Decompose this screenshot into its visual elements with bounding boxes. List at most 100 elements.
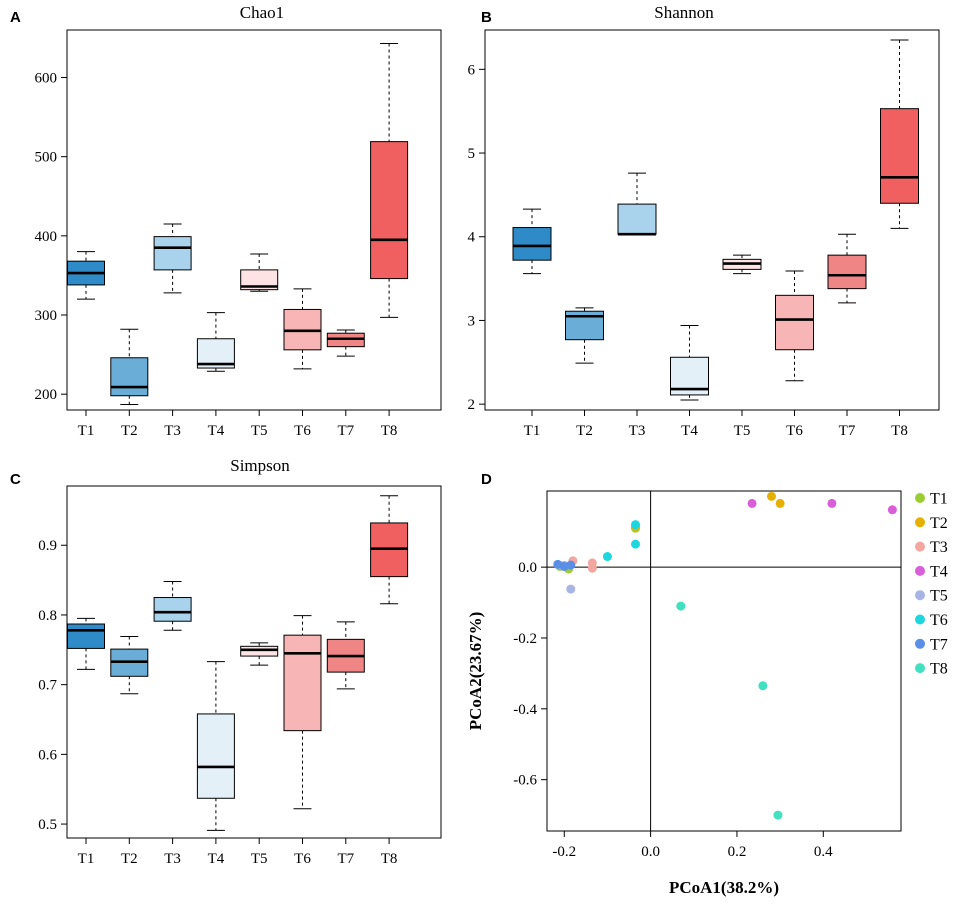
scatter-point: [758, 681, 768, 691]
y-tick-label: 3: [468, 313, 476, 329]
panel-letter-d: D: [481, 471, 492, 488]
x-tick-label: T4: [208, 851, 225, 867]
box-t5: [240, 642, 279, 666]
box-t7: [827, 233, 867, 304]
series-t6: [602, 520, 640, 562]
box-t3: [617, 172, 657, 236]
y-tick-label: -0.4: [513, 702, 537, 718]
legend-marker: [915, 541, 925, 552]
legend-label: T5: [930, 588, 948, 605]
legend-marker: [915, 638, 925, 649]
box-t5: [722, 254, 762, 275]
chart-title: Shannon: [654, 3, 714, 22]
scatter-point: [631, 520, 640, 530]
box-t8: [880, 39, 919, 229]
panel-b: B Shannon 2 3 4 5 6 T1 T2 T3 T4 T5 T6 T7 T8: [468, 3, 940, 439]
box-t3: [153, 223, 192, 294]
x-tick-label: T3: [164, 851, 181, 867]
plot-frame: [66, 29, 442, 411]
legend-marker: [915, 590, 925, 601]
legend-marker: [915, 493, 925, 503]
scatter-point: [587, 563, 597, 573]
y-axis-title: PCoA2(23.67%): [466, 612, 485, 731]
y-tick-label: 0.7: [38, 678, 57, 694]
x-tick-label: T1: [524, 423, 541, 439]
plot-frame: [66, 485, 442, 839]
iqr-box: [512, 227, 552, 261]
x-tick-label: T3: [164, 423, 181, 439]
x-tick-label: T2: [121, 423, 138, 439]
box-t1: [67, 251, 105, 300]
legend-label: T8: [930, 661, 948, 678]
scatter-point: [773, 810, 783, 820]
iqr-box: [153, 236, 192, 271]
box-t2: [110, 328, 149, 405]
panel-d: D -0.2 0.0 0.2 0.4 0.0 -0.2 -0.4 -0.6 PCoA1(38.2%…: [466, 471, 948, 897]
x-tick-label: T7: [839, 423, 856, 439]
legend-label: T3: [930, 539, 948, 556]
box-t3: [153, 580, 192, 631]
box-t8: [370, 42, 409, 318]
box-t1: [512, 208, 552, 275]
y-tick-label: -0.2: [513, 631, 537, 647]
x-tick-label: 0.0: [641, 844, 660, 860]
scatter-point: [676, 601, 686, 611]
iqr-box: [240, 645, 279, 657]
y-tick-label: 600: [35, 71, 58, 87]
x-tick-label: T7: [337, 423, 354, 439]
series-t7: [553, 559, 576, 571]
y-tick-label: 500: [35, 150, 58, 166]
y-tick-label: 400: [35, 229, 58, 245]
x-tick-label: T1: [78, 851, 95, 867]
chart-title: Simpson: [230, 456, 290, 475]
legend-marker: [915, 663, 925, 674]
x-tick-label: -0.2: [552, 844, 576, 860]
box-t2: [565, 307, 604, 364]
x-tick-label: T3: [629, 423, 646, 439]
scatter-point: [631, 539, 640, 549]
x-tick-label: T4: [681, 423, 698, 439]
iqr-box: [370, 141, 409, 280]
box-t7: [326, 329, 365, 357]
chart-title: Chao1: [240, 3, 284, 22]
y-tick-label: 200: [35, 387, 58, 403]
box-t4: [670, 324, 709, 401]
x-tick-label: 0.2: [728, 844, 747, 860]
scatter-point: [827, 498, 837, 508]
iqr-box: [110, 357, 149, 397]
y-tick-label: 6: [468, 62, 476, 78]
series-t2: [631, 491, 785, 531]
box-t2: [110, 636, 149, 695]
box-t6: [775, 270, 814, 382]
box-t8: [370, 495, 409, 605]
y-tick-label: -0.6: [513, 773, 537, 789]
panel-letter-b: B: [481, 9, 492, 26]
iqr-box: [617, 203, 657, 235]
iqr-box: [240, 269, 279, 291]
x-tick-label: T5: [251, 423, 268, 439]
scatter-point: [566, 584, 576, 594]
scatter-point: [747, 498, 757, 508]
iqr-box: [880, 108, 919, 204]
legend-label: T4: [930, 563, 948, 580]
legend-label: T7: [930, 636, 948, 653]
scatter-point: [887, 505, 897, 515]
y-tick-label: 5: [468, 146, 476, 162]
box-t1: [67, 617, 105, 670]
plot-frame: [484, 29, 940, 411]
panel-letter-a: A: [10, 9, 21, 26]
iqr-box: [827, 254, 867, 290]
iqr-box: [153, 597, 192, 622]
scatter-point: [602, 552, 612, 562]
legend-marker: [915, 565, 925, 576]
x-axis-title: PCoA1(38.2%): [669, 878, 779, 897]
x-tick-label: T8: [381, 423, 398, 439]
legend-label: T2: [930, 515, 948, 532]
x-tick-label: T5: [251, 851, 268, 867]
iqr-box: [283, 634, 322, 732]
legend-label: T1: [930, 491, 948, 508]
box-t6: [283, 288, 322, 370]
scatter-point: [775, 498, 785, 508]
x-tick-label: T5: [734, 423, 751, 439]
